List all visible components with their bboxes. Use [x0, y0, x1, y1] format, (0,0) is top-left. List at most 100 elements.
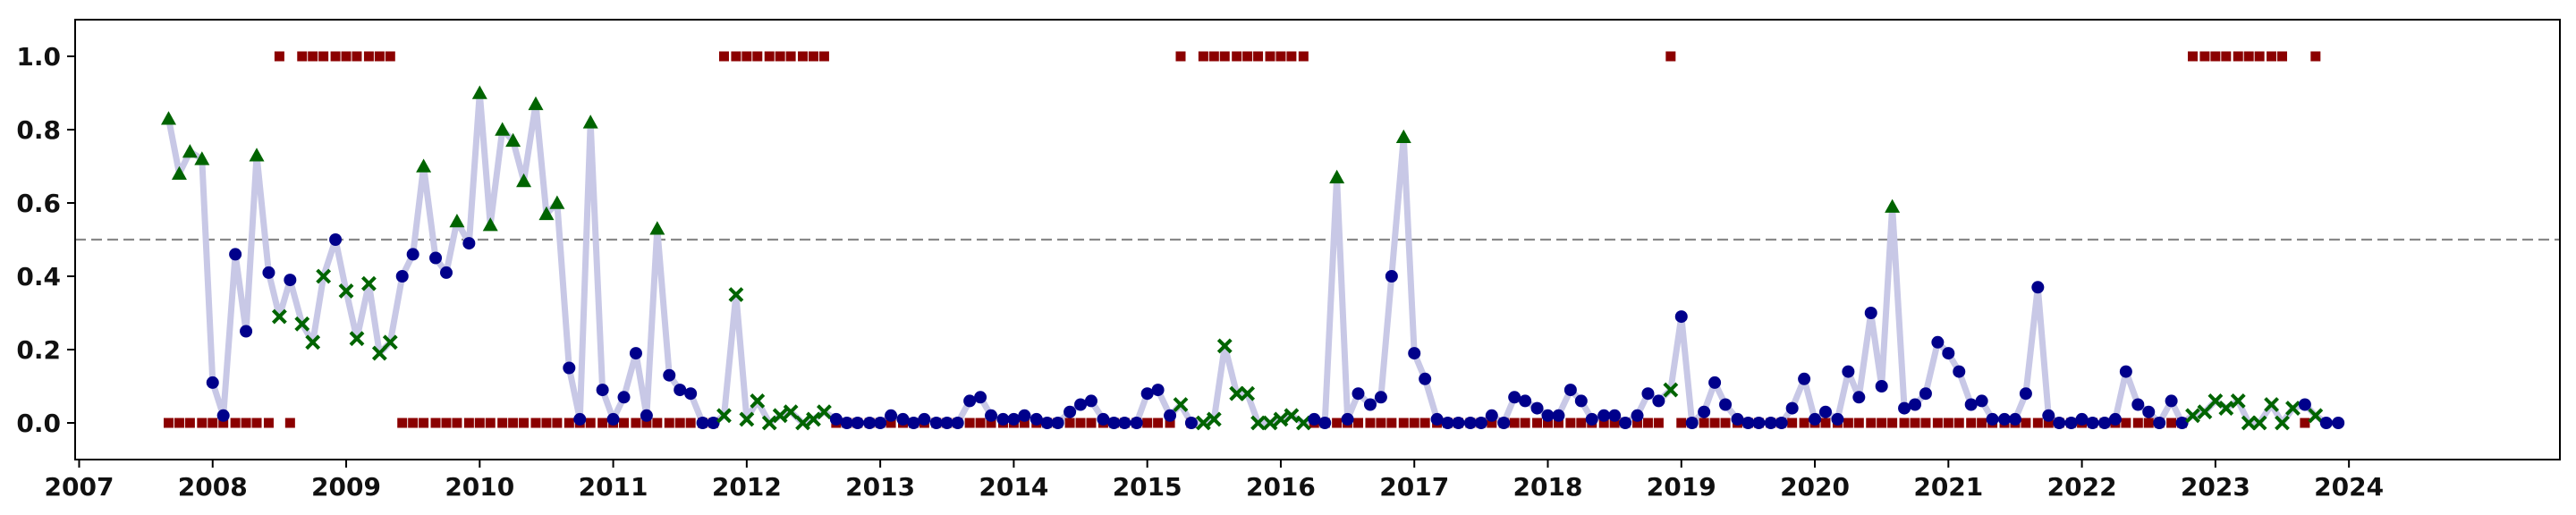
square-marker-bottom — [664, 418, 674, 428]
x-tick-label: 2017 — [1379, 472, 1449, 502]
square-marker-top — [2277, 51, 2288, 62]
triangle-marker — [582, 114, 598, 129]
square-marker-bottom — [408, 418, 419, 428]
square-marker-top — [2243, 51, 2254, 62]
square-marker-top — [341, 51, 352, 62]
square-marker-bottom — [541, 418, 552, 428]
circle-marker — [1898, 401, 1911, 415]
square-marker-top — [1265, 51, 1275, 62]
square-marker-bottom — [1487, 418, 1497, 428]
cross-marker — [728, 287, 744, 302]
square-marker-top — [2210, 51, 2221, 62]
circle-marker — [1698, 405, 1711, 418]
cross-marker — [2207, 393, 2224, 409]
circle-marker — [2319, 417, 2333, 429]
cross-marker — [806, 411, 821, 427]
square-marker-bottom — [197, 418, 208, 428]
square-marker-bottom — [1977, 418, 1987, 428]
cross-marker — [1262, 415, 1278, 431]
circle-marker — [2165, 394, 2178, 408]
square-marker-bottom — [652, 418, 663, 428]
circle-marker — [896, 412, 910, 426]
circle-marker — [1875, 380, 1888, 393]
circle-marker — [2298, 398, 2311, 411]
square-marker-bottom — [485, 418, 496, 428]
circle-marker — [1953, 365, 1966, 378]
square-marker-top — [1242, 51, 1253, 62]
square-marker-top — [318, 51, 329, 62]
circle-marker — [1764, 417, 1777, 429]
circle-marker — [2086, 417, 2099, 429]
square-marker-bottom — [218, 418, 229, 428]
circle-marker — [629, 347, 642, 360]
square-marker-bottom — [1576, 418, 1587, 428]
cross-marker — [271, 308, 287, 325]
circle-marker — [2075, 412, 2089, 426]
circle-marker — [1040, 417, 1054, 429]
x-tick-label: 2008 — [178, 472, 248, 502]
square-marker-bottom — [163, 418, 174, 428]
circle-marker — [1318, 417, 1332, 429]
square-marker-bottom — [263, 418, 274, 428]
circle-marker — [2031, 281, 2045, 294]
circle-marker — [1084, 394, 1097, 408]
square-marker-top — [1286, 51, 1297, 62]
square-marker-bottom — [2300, 418, 2310, 428]
circle-marker — [1919, 387, 1932, 401]
circle-marker — [1619, 417, 1632, 429]
circle-marker — [1852, 391, 1866, 404]
circle-marker — [674, 384, 687, 397]
circle-marker — [2053, 417, 2066, 429]
square-marker-bottom — [641, 418, 652, 428]
square-marker-top — [2267, 51, 2277, 62]
triangle-marker — [1395, 129, 1411, 143]
circle-marker — [1130, 417, 1143, 429]
circle-marker — [240, 325, 253, 338]
circle-marker — [907, 417, 920, 429]
triangle-marker — [171, 165, 187, 180]
square-marker-top — [2233, 51, 2243, 62]
cross-marker — [1240, 385, 1256, 401]
circle-marker — [216, 409, 230, 422]
circle-marker — [1164, 409, 1177, 422]
x-tick-label: 2016 — [1246, 472, 1316, 502]
square-marker-bottom — [1799, 418, 1809, 428]
circle-marker — [1818, 405, 1832, 418]
square-marker-bottom — [1376, 418, 1386, 428]
circle-marker — [2019, 387, 2032, 401]
square-marker-bottom — [1709, 418, 1720, 428]
square-marker-bottom — [2132, 418, 2143, 428]
square-marker-bottom — [508, 418, 519, 428]
circle-marker — [395, 270, 409, 283]
square-marker-bottom — [986, 418, 996, 428]
circle-marker — [1151, 384, 1165, 397]
circle-marker — [1775, 417, 1788, 429]
circle-marker — [1809, 412, 1822, 426]
circle-marker — [1674, 310, 1688, 324]
square-marker-top — [1208, 51, 1219, 62]
circle-marker — [1363, 398, 1377, 411]
square-marker-bottom — [1542, 418, 1553, 428]
circle-marker — [1597, 409, 1611, 422]
circle-marker — [918, 412, 931, 426]
square-marker-top — [363, 51, 374, 62]
square-marker-top — [1232, 51, 1242, 62]
y-tick-label: 0.2 — [16, 335, 61, 365]
cross-marker — [2230, 393, 2246, 409]
circle-marker — [1452, 417, 1465, 429]
cross-marker — [1273, 411, 1289, 427]
circle-marker — [1741, 417, 1755, 429]
y-tick-label: 0.0 — [16, 409, 61, 438]
y-tick-label: 0.8 — [16, 115, 61, 145]
x-tick-label: 2011 — [579, 472, 648, 502]
square-marker-top — [1275, 51, 1286, 62]
circle-marker — [563, 361, 576, 375]
x-tick-label: 2018 — [1513, 472, 1583, 502]
circle-marker — [1497, 417, 1511, 429]
circle-marker — [1552, 409, 1565, 422]
square-marker-top — [718, 51, 729, 62]
circle-marker — [2042, 409, 2055, 422]
circle-marker — [696, 417, 709, 429]
cross-marker — [1216, 338, 1233, 354]
